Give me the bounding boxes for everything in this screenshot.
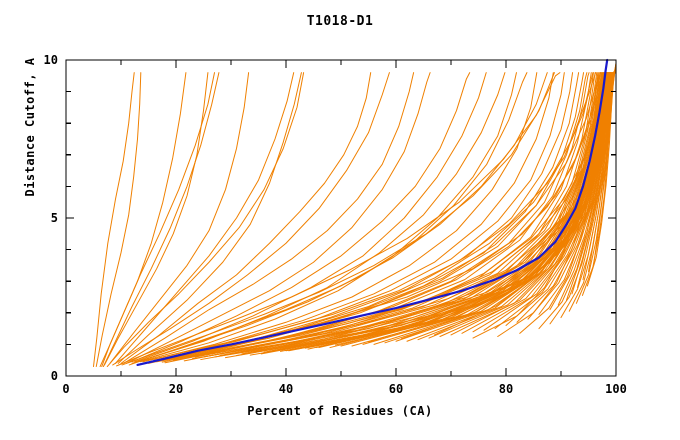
prediction-curve	[116, 72, 561, 367]
curves-group	[93, 58, 617, 368]
prediction-curve	[175, 72, 588, 360]
x-tick-label: 40	[278, 382, 294, 396]
x-axis-label: Percent of Residues (CA)	[247, 404, 433, 418]
reference-curve	[136, 58, 609, 367]
prediction-curve	[115, 72, 295, 364]
prediction-curve	[95, 72, 142, 368]
prediction-curve	[102, 72, 220, 368]
x-tick-label: 80	[498, 382, 514, 396]
prediction-curve	[123, 72, 415, 364]
x-tick-label: 100	[605, 382, 627, 396]
prediction-curve	[112, 72, 390, 366]
prediction-curve	[126, 72, 431, 364]
prediction-curve	[99, 72, 215, 368]
prediction-curve	[156, 72, 605, 363]
y-tick-label: 5	[50, 211, 58, 225]
prediction-curve	[249, 72, 609, 356]
prediction-curve	[586, 72, 615, 287]
x-tick-label: 60	[388, 382, 404, 396]
prediction-curve	[575, 72, 614, 304]
prediction-curve	[164, 72, 604, 364]
prediction-curve	[200, 72, 608, 361]
prediction-curve	[139, 72, 597, 365]
prediction-curve	[128, 72, 548, 366]
prediction-curve	[304, 72, 611, 349]
chart-title: T1018-D1	[306, 14, 374, 29]
prediction-curve	[120, 72, 372, 364]
prediction-curve	[106, 72, 305, 368]
axes-group	[65, 59, 617, 377]
prediction-curve	[131, 72, 471, 363]
prediction-curve	[183, 72, 606, 362]
y-tick-label: 0	[50, 369, 58, 383]
x-tick-label: 0	[62, 382, 70, 396]
prediction-curve	[211, 72, 598, 356]
prediction-curve	[109, 72, 250, 364]
prediction-curve	[117, 72, 302, 364]
prediction-curve	[192, 72, 608, 360]
y-tick-label: 10	[43, 53, 58, 67]
prediction-curve	[159, 72, 574, 361]
prediction-curve	[560, 72, 612, 319]
prediction-curve	[121, 72, 555, 366]
prediction-curve	[581, 72, 614, 296]
x-tick-label: 20	[168, 382, 184, 396]
prediction-curve	[434, 72, 612, 336]
prediction-curve	[134, 72, 487, 363]
prediction-curve	[568, 72, 613, 312]
prediction-curve	[93, 72, 135, 368]
prediction-curve	[148, 72, 554, 361]
prediction-curve	[139, 72, 517, 363]
